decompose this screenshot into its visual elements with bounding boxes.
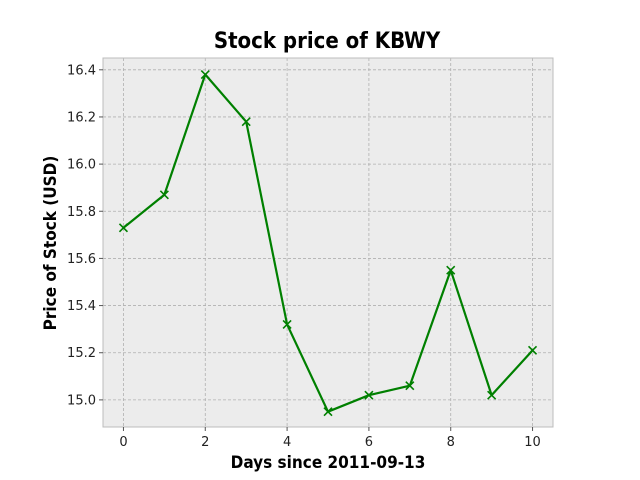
data-point-marker <box>241 117 251 127</box>
data-point-marker <box>405 381 415 391</box>
x-tick-label: 10 <box>524 435 541 450</box>
data-point-marker <box>364 390 374 400</box>
x-tick-label: 0 <box>119 435 127 450</box>
plot-frame <box>102 57 554 428</box>
marker-stroke <box>282 319 292 330</box>
x-tick-label: 8 <box>447 435 455 450</box>
marker-stroke <box>364 390 374 400</box>
series-group <box>118 69 538 417</box>
grid <box>103 58 553 427</box>
data-point-marker <box>527 345 538 355</box>
marker-stroke <box>527 345 538 355</box>
marker-stroke <box>200 69 210 80</box>
data-point-marker <box>282 319 292 330</box>
y-tick-label: 15.2 <box>67 346 96 361</box>
plot-area <box>103 58 553 427</box>
y-tick-label: 16.4 <box>67 63 96 78</box>
data-point-marker <box>159 190 169 200</box>
x-tick-label: 2 <box>201 435 209 450</box>
data-point-marker <box>323 407 333 417</box>
y-tick-label: 16.0 <box>67 158 96 173</box>
y-tick-label: 15.0 <box>67 393 96 408</box>
y-tick-label: 16.2 <box>67 110 96 125</box>
marker-stroke <box>405 381 415 391</box>
y-axis-label: Price of Stock (USD) <box>41 156 61 331</box>
data-point-marker <box>487 390 497 400</box>
marker-stroke <box>323 407 333 417</box>
x-axis-label: Days since 2011-09-13 <box>231 453 426 473</box>
x-tick-label: 4 <box>283 435 291 450</box>
x-tick-label: 6 <box>365 435 373 450</box>
axis-ticks: 0 2 4 6 8 10 15.0 15.2 15.4 15.6 15.8 16.0 16.2 16.4 <box>67 63 541 450</box>
marker-stroke <box>118 223 129 233</box>
marker-stroke <box>487 390 497 400</box>
data-point-marker <box>446 265 456 275</box>
marker-stroke <box>159 190 169 200</box>
data-point-marker <box>118 223 129 233</box>
y-tick-label: 15.6 <box>67 252 96 267</box>
marker-stroke <box>446 265 456 275</box>
data-point-marker <box>200 69 210 80</box>
y-tick-label: 15.8 <box>67 205 96 220</box>
marker-stroke <box>241 117 251 127</box>
chart-title: Stock price of KBWY <box>214 29 441 54</box>
y-tick-label: 15.4 <box>67 299 96 314</box>
